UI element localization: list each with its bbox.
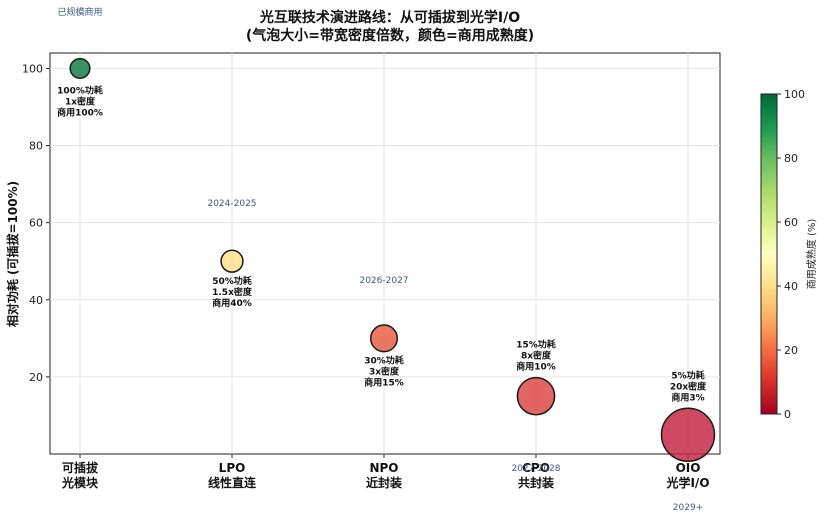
bubble-annotation-line: 3x密度 (369, 366, 400, 378)
bubble-annotation-line: 1.5x密度 (212, 286, 253, 298)
x-tick-label-line-2: 光学I/O (665, 475, 709, 490)
bubble-annotation-line: 商用40% (212, 297, 252, 309)
colorbar (760, 93, 778, 415)
x-tick-label-line-1: CPO (522, 461, 550, 475)
bubble-annotation-line: 30%功耗 (364, 355, 404, 367)
bubble-annotation-line: 商用10% (516, 361, 556, 373)
phase-annotation: 2029+ (673, 503, 703, 513)
data-bubble (516, 376, 556, 416)
bubble-annotation-line: 100%功耗 (57, 84, 103, 96)
x-tick-label-line-2: 共封装 (518, 475, 554, 490)
bubble-annotation-line: 1x密度 (65, 95, 96, 107)
y-tick-label: 20 (29, 371, 43, 384)
bubble-annotation-line: 8x密度 (521, 350, 552, 362)
colorbar-tick-label: 20 (784, 344, 798, 357)
phase-annotation: 2026-2027 (359, 276, 408, 286)
y-tick-label: 60 (29, 217, 43, 230)
bubble-annotation-line: 商用15% (364, 377, 404, 389)
colorbar-label: 商用成熟度 (%) (805, 219, 818, 290)
bubble-annotation-line: 商用3% (671, 391, 704, 403)
phase-annotation: 已规模商用 (57, 6, 102, 18)
data-bubble (220, 249, 244, 273)
bubble-annotation-line: 15%功耗 (516, 339, 556, 351)
colorbar-tick-label: 0 (784, 408, 791, 421)
phase-annotation: 2027-2028 (511, 464, 560, 474)
x-tick-label-line-2: 线性直连 (208, 475, 257, 490)
bubble-annotation-line: 20x密度 (670, 380, 707, 392)
chart-title-line-2: (气泡大小=带宽密度倍数，颜色=商用成熟度) (246, 27, 534, 44)
x-tick-label-line-2: 光模块 (61, 475, 99, 490)
colorbar-tick-label: 80 (784, 152, 798, 165)
colorbar-tick-label: 60 (784, 216, 798, 229)
bubble-annotation-line: 5%功耗 (671, 369, 704, 381)
phase-annotation: 2024-2025 (207, 199, 256, 209)
y-tick-label: 40 (29, 294, 43, 307)
bubble-annotation-line: 50%功耗 (212, 275, 252, 287)
chart-title-line-1: 光互联技术演进路线：从可插拔到光学I/O (259, 9, 520, 26)
x-tick-label-line-1: OIO (676, 461, 701, 475)
colorbar-tick-label: 40 (784, 280, 798, 293)
y-tick-label: 100 (22, 62, 43, 75)
x-tick-label-line-1: NPO (369, 461, 398, 475)
data-bubble (369, 324, 399, 353)
y-tick-label: 80 (29, 140, 43, 153)
x-tick-label-line-2: 近封装 (366, 475, 402, 490)
data-bubble (660, 407, 716, 462)
colorbar-tick-label: 100 (784, 88, 805, 101)
bubble-annotation-line: 商用100% (57, 106, 103, 118)
x-tick-label-line-1: 可插拔 (62, 460, 99, 475)
data-bubble (69, 57, 91, 79)
y-axis-label: 相对功耗 (可插拔=100%) (5, 181, 20, 327)
x-tick-label-line-1: LPO (219, 461, 246, 475)
plot-area (49, 52, 721, 455)
